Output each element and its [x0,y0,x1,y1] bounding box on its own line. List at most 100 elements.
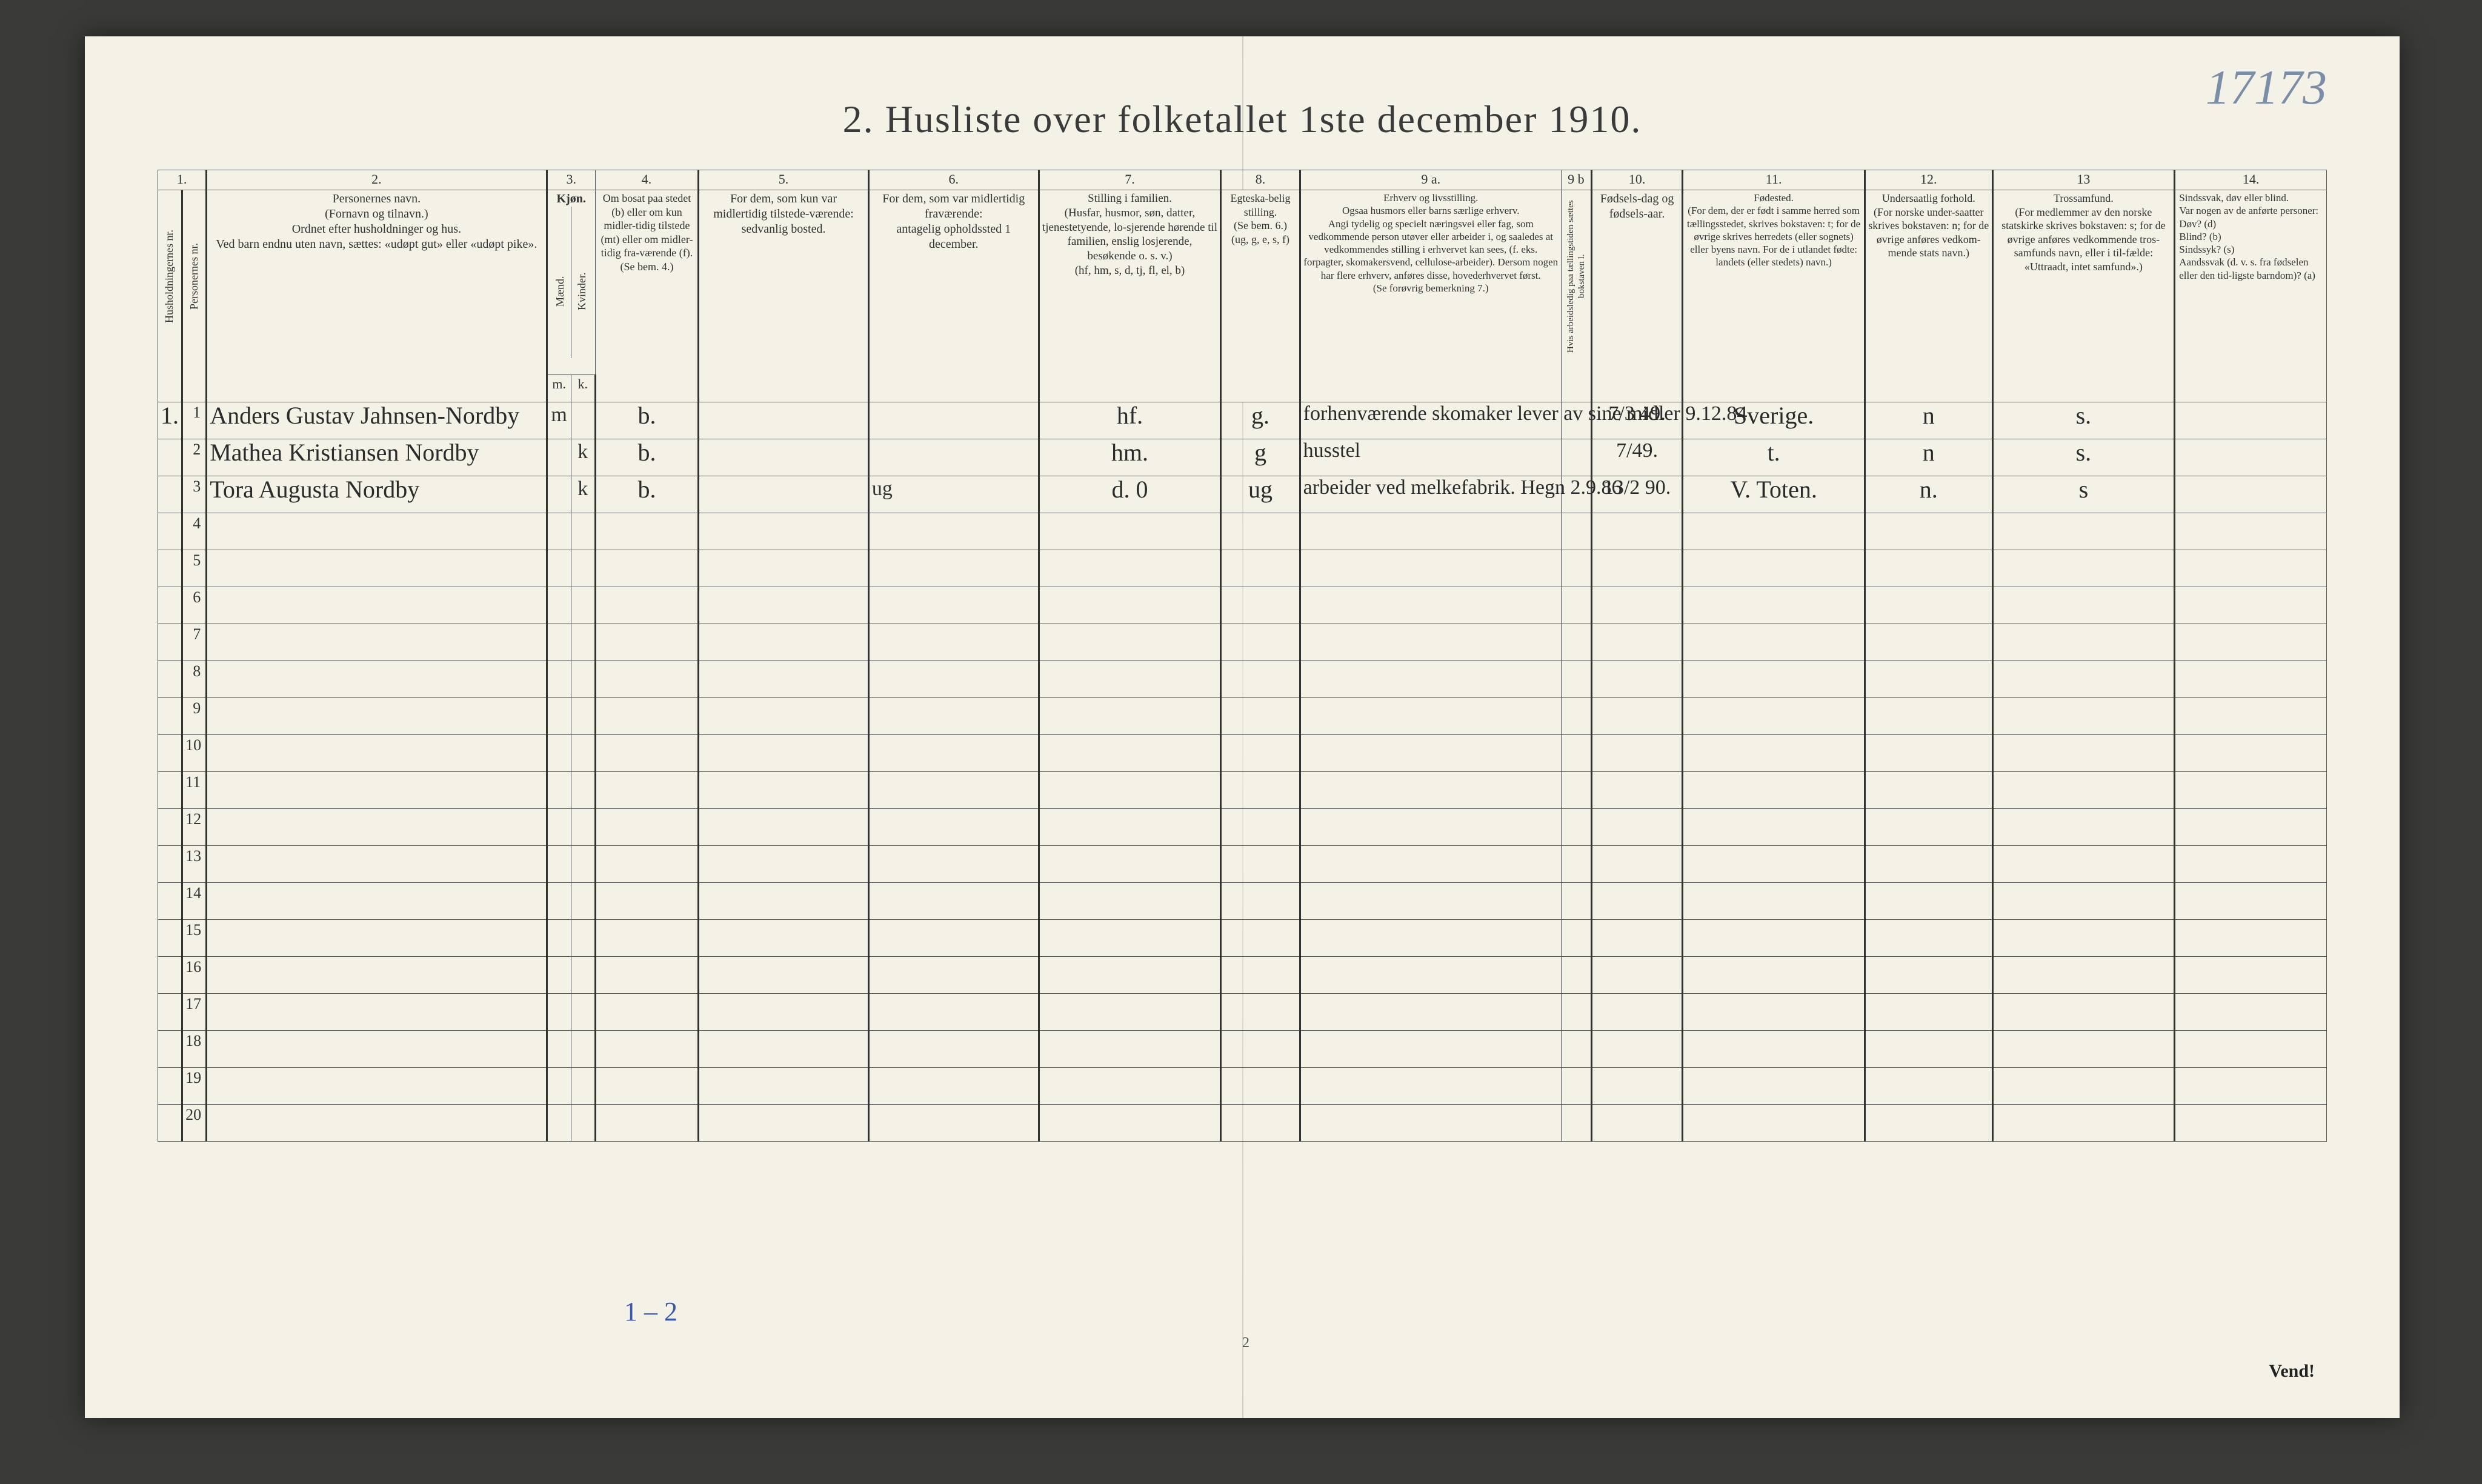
cell-c12 [1865,698,1993,735]
cell-pn: 3 [182,476,207,513]
table-row: 10 [158,735,2327,772]
colnum: 5. [699,170,869,190]
cell-c10 [1591,624,1682,661]
cell-c12: n. [1865,476,1993,513]
cell-c10 [1591,550,1682,587]
table-row: 19 [158,1068,2327,1105]
cell-c14 [2175,1105,2327,1142]
cell-c9b [1561,846,1591,883]
cell-m [547,735,571,772]
cell-c9a [1300,698,1561,735]
table-row: 18 [158,1031,2327,1068]
cell-c6 [868,550,1039,587]
cell-c14 [2175,661,2327,698]
hdr-sex: Kjøn. Mænd. Kvinder. [547,190,595,375]
cell-c8 [1221,1031,1300,1068]
cell-hh [158,624,182,661]
cell-pn: 7 [182,624,207,661]
table-row: 17 [158,994,2327,1031]
cell-c5 [699,994,869,1031]
cell-c7 [1039,772,1221,809]
table-row: 20 [158,1105,2327,1142]
cell-c12 [1865,772,1993,809]
cell-c6 [868,809,1039,846]
cell-c6: ug [868,476,1039,513]
cell-c14 [2175,883,2327,920]
cell-c11 [1683,1031,1865,1068]
cell-c5 [699,1105,869,1142]
cell-c12 [1865,1068,1993,1105]
cell-c9a [1300,661,1561,698]
cell-pn: 14 [182,883,207,920]
cell-name [207,1105,547,1142]
cell-k [571,1068,595,1105]
cell-c9b [1561,587,1591,624]
cell-hh [158,698,182,735]
cell-c14 [2175,1031,2327,1068]
cell-c9b [1561,1031,1591,1068]
cell-c11 [1683,550,1865,587]
table-row: 6 [158,587,2327,624]
hdr-name: Personernes navn. (Fornavn og tilnavn.) … [207,190,547,402]
hdr-bosat: Om bosat paa stedet (b) eller om kun mid… [595,190,698,402]
cell-c7 [1039,698,1221,735]
hdr-c5: For dem, som kun var midlertidig tilsted… [699,190,869,402]
cell-c5 [699,1068,869,1105]
table-body: 1.1Anders Gustav Jahnsen-Nordbymb.hf.g.f… [158,402,2327,1142]
cell-c13 [1992,994,2175,1031]
cell-m [547,476,571,513]
cell-pn: 17 [182,994,207,1031]
cell-pn: 11 [182,772,207,809]
cell-name [207,994,547,1031]
cell-c5 [699,550,869,587]
cell-c11 [1683,513,1865,550]
colnum: 2. [207,170,547,190]
cell-c8 [1221,1068,1300,1105]
cell-c11: t. [1683,439,1865,476]
cell-pn: 10 [182,735,207,772]
cell-c11: V. Toten. [1683,476,1865,513]
bottom-page-number: 2 [1242,1335,1249,1351]
cell-bosat: b. [595,402,698,439]
cell-k [571,1105,595,1142]
column-number-row: 1. 2. 3. 4. 5. 6. 7. 8. 9 a. 9 b 10. 11.… [158,170,2327,190]
colnum: 7. [1039,170,1221,190]
cell-c13 [1992,957,2175,994]
cell-c5 [699,883,869,920]
census-page: 17173 2. Husliste over folketallet 1ste … [85,36,2400,1418]
cell-c11 [1683,735,1865,772]
cell-c13: s. [1992,402,2175,439]
cell-c9a [1300,513,1561,550]
cell-bosat [595,587,698,624]
cell-name [207,661,547,698]
cell-c12 [1865,994,1993,1031]
colnum: 12. [1865,170,1993,190]
cell-c10 [1591,661,1682,698]
cell-c8 [1221,698,1300,735]
cell-c6 [868,624,1039,661]
cell-c11 [1683,809,1865,846]
cell-pn: 19 [182,1068,207,1105]
cell-c8 [1221,772,1300,809]
cell-c8 [1221,883,1300,920]
colnum: 1. [158,170,207,190]
cell-c9b [1561,994,1591,1031]
cell-c9b [1561,772,1591,809]
cell-bosat [595,1031,698,1068]
cell-c5 [699,439,869,476]
cell-c7 [1039,883,1221,920]
cell-c10 [1591,1068,1682,1105]
hdr-c6: For dem, som var midlertidig fraværende:… [868,190,1039,402]
cell-pn: 16 [182,957,207,994]
table-row: 9 [158,698,2327,735]
cell-c9b [1561,439,1591,476]
cell-c9b [1561,698,1591,735]
hdr-c7: Stilling i familien. (Husfar, husmor, sø… [1039,190,1221,402]
cell-bosat [595,661,698,698]
hdr-c12: Undersaatlig forhold. (For norske under-… [1865,190,1993,402]
cell-c8 [1221,1105,1300,1142]
cell-c9a [1300,809,1561,846]
cell-c14 [2175,1068,2327,1105]
cell-k [571,698,595,735]
cell-c5 [699,402,869,439]
